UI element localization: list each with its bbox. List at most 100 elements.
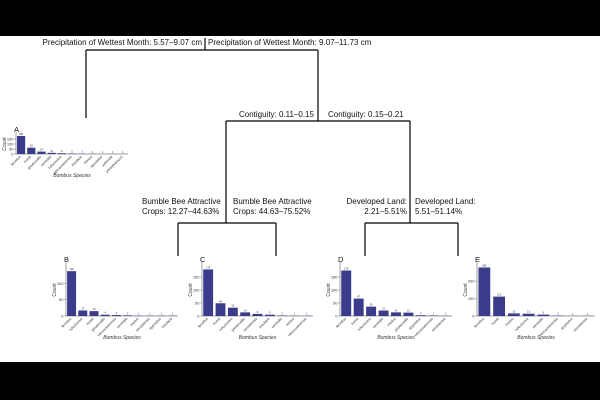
chart-panel-c: C050100150Count179fervidus49huntii32rufo… (188, 255, 313, 341)
y-tick-label: 150 (193, 274, 200, 279)
bar-fervidus (67, 271, 77, 316)
y-tick-label: 100 (331, 287, 338, 292)
bar-value-label: 2 (127, 311, 129, 315)
y-tick-label: 100 (57, 281, 64, 286)
y-tick-label: 200 (468, 279, 475, 284)
category-label: huntii (350, 317, 359, 326)
split-labels: Precipitation of Wettest Month: 5.57–9.0… (43, 38, 476, 216)
bar-value-label: 49 (219, 299, 222, 303)
bar-value-label: 1 (160, 312, 162, 316)
bar-value-label: 138 (69, 267, 74, 271)
split-dev-right-line2: 5.51–51.14% (415, 207, 462, 216)
bar-rufocinctus (227, 307, 238, 316)
bar-value-label: 67 (357, 295, 360, 299)
y-tick-label: 50 (9, 146, 14, 151)
bar-huntii (493, 296, 506, 316)
category-label: huntii (212, 317, 221, 326)
bar-value-label: 15 (512, 309, 515, 313)
category-label: mixtus (387, 317, 397, 327)
panel-label: C (200, 255, 206, 264)
bar-centralis (123, 315, 133, 316)
y-axis-title: Count (188, 283, 194, 297)
bar-value-label: 8 (543, 311, 545, 315)
y-axis-title: Count (463, 283, 469, 297)
y-axis-title: Count (52, 283, 58, 297)
split-contig-right: Contiguity: 0.15–0.21 (328, 110, 404, 119)
category-label: griseocollis (394, 317, 410, 333)
category-label: insularis (71, 155, 83, 167)
x-axis-title: Bombus Species (53, 173, 91, 179)
category-label: fervidus (197, 317, 209, 329)
bar-griseocollis (240, 312, 251, 316)
bar-value-label: 1 (102, 150, 104, 154)
category-label: fervidus (61, 317, 73, 329)
bar-griseocollis (100, 314, 110, 316)
category-label: appositus (148, 317, 162, 331)
x-axis-title: Bombus Species (103, 335, 141, 341)
bar-value-label: 17 (81, 306, 84, 310)
bar-value-label: 179 (206, 265, 211, 269)
y-tick-label: 0 (335, 313, 338, 318)
bar-value-label: 280 (482, 263, 487, 267)
category-label: mixtus (285, 317, 295, 327)
y-tick-label: 0 (472, 313, 475, 318)
x-axis-title: Bombus Species (239, 335, 277, 341)
bar-huntii (89, 311, 99, 316)
bar-value-label: 1 (572, 312, 574, 316)
bar-value-label: 5 (269, 311, 271, 315)
y-tick-label: 0 (61, 313, 64, 318)
bar-fervidus (203, 269, 214, 316)
panel-label: B (64, 255, 69, 264)
bar-value-label: 3 (420, 311, 422, 315)
bar-rufocinctus (57, 153, 66, 154)
y-tick-label: 0 (11, 151, 14, 156)
bar-vancouverensis (428, 315, 439, 316)
bar-vancouverensis (111, 315, 121, 316)
y-tick-label: 50 (333, 300, 338, 305)
category-label: fervidus (473, 317, 485, 329)
category-label: centralis (372, 317, 384, 329)
bar-value-label: 1 (306, 312, 308, 316)
bar-value-label: 63 (30, 144, 33, 148)
category-label: centralis (271, 317, 283, 329)
y-tick-label: 150 (331, 274, 338, 279)
bar-value-label: 12 (50, 149, 53, 153)
category-label: huntii (23, 155, 32, 164)
bar-value-label: 1 (587, 312, 589, 316)
category-label: centralis (532, 317, 544, 329)
bar-value-label: 1 (294, 312, 296, 316)
chart-panel-a: A050100150Count180fervidus63huntii24gris… (2, 125, 128, 179)
panel-label: A (14, 125, 19, 134)
x-axis-title: Bombus Species (517, 335, 555, 341)
category-label: fervidus (335, 317, 347, 329)
bar-value-label: 13 (527, 310, 530, 314)
category-label: huntii (86, 317, 95, 326)
bar-value-label: 13 (407, 309, 410, 313)
y-axis-title: Count (326, 283, 332, 297)
bar-value-label: 1 (112, 150, 114, 154)
bar-value-label: 1 (138, 312, 140, 316)
y-tick-label: 100 (7, 141, 14, 146)
chart-panel-e: E0100200Count280fervidus112huntii15mixtu… (463, 255, 595, 341)
bar-value-label: 4 (104, 311, 106, 315)
bar-value-label: 1 (172, 312, 174, 316)
leaf-bar-charts: A050100150Count180fervidus63huntii24gris… (2, 125, 595, 341)
bar-value-label: 2 (281, 311, 283, 315)
bar-value-label: 1 (445, 312, 447, 316)
split-dev-left-line2: 2.21–5.51% (364, 207, 407, 216)
split-crops-left-line2: Crops: 12.27–44.63% (142, 207, 219, 216)
category-label: rufocinctus (357, 317, 372, 332)
y-tick-label: 100 (468, 296, 475, 301)
bar-value-label: 14 (395, 308, 398, 312)
y-axis-title: Count (2, 137, 8, 151)
bar-value-label: 1 (122, 150, 124, 154)
split-dev-left-line1: Developed Land: (347, 197, 408, 206)
y-tick-label: 0 (197, 313, 200, 318)
panel-label: E (475, 255, 480, 264)
bar-value-label: 175 (344, 267, 349, 271)
bar-mixtus (507, 313, 520, 316)
category-label: mixtus (83, 155, 93, 165)
category-label: mixtus (504, 317, 514, 327)
